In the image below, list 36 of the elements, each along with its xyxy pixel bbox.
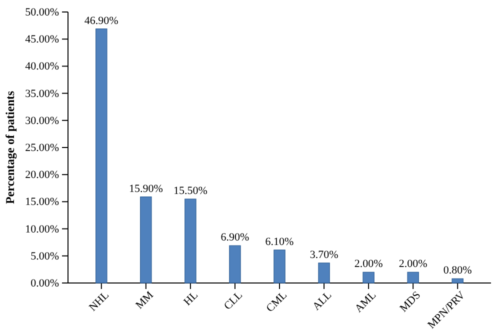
- y-tick-label: 10.00%: [25, 223, 59, 236]
- data-label: 2.00%: [398, 258, 428, 270]
- data-label: 46.90%: [84, 14, 118, 27]
- bar: [184, 198, 196, 284]
- y-tick-label: 45.00%: [25, 34, 59, 46]
- y-axis-title: Percentage of patients: [3, 90, 17, 204]
- y-tick-label: 5.00%: [30, 250, 59, 262]
- data-label: 0.80%: [443, 264, 472, 277]
- y-tick-label: 0.00%: [30, 278, 59, 290]
- data-label: 6.10%: [265, 236, 294, 248]
- data-label: 15.90%: [128, 182, 163, 195]
- x-tick-label: ALL: [310, 289, 334, 313]
- y-tick-label: 30.00%: [25, 114, 59, 127]
- bar: [96, 28, 108, 284]
- bar: [452, 278, 464, 284]
- y-tick-label: 40.00%: [25, 60, 59, 73]
- bar: [229, 245, 241, 284]
- x-tick-label: HL: [182, 289, 201, 308]
- y-tick-label: 50.00%: [25, 6, 59, 19]
- data-label: 2.00%: [354, 258, 383, 270]
- bar: [318, 262, 330, 284]
- y-tick-label: 35.00%: [25, 88, 59, 100]
- x-tick-label: MM: [134, 289, 156, 312]
- y-tick-label: 25.00%: [25, 142, 59, 154]
- data-label: 15.50%: [173, 184, 208, 197]
- bar: [140, 196, 152, 284]
- x-tick-label: NHL: [86, 289, 112, 314]
- x-tick-label: CML: [264, 289, 290, 315]
- y-tick-label: 20.00%: [25, 169, 59, 182]
- bar: [407, 272, 419, 284]
- data-label: 6.90%: [220, 232, 250, 244]
- data-label: 3.70%: [310, 248, 338, 261]
- y-tick-label: 15.00%: [25, 196, 59, 208]
- bar: [274, 250, 286, 284]
- x-tick-label: CLL: [222, 289, 246, 312]
- bar: [362, 272, 374, 284]
